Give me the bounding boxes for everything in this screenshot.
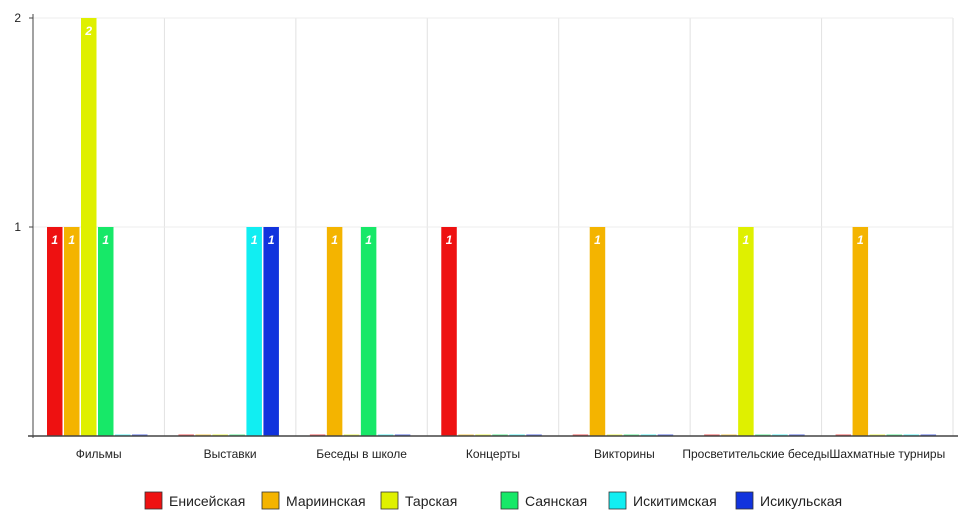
bar [360, 227, 377, 436]
y-tick-label: 2 [14, 11, 21, 25]
x-category-label: Просветительские беседы [682, 447, 829, 461]
x-category-label: Викторины [594, 447, 655, 461]
legend-swatch [380, 491, 399, 510]
data-label: 1 [446, 233, 453, 247]
legend-label: Мариинская [286, 493, 366, 509]
legend-label: Тарская [405, 493, 457, 509]
data-label: 2 [84, 24, 92, 38]
bar [81, 18, 97, 436]
legend-swatch [608, 491, 627, 510]
data-label: 1 [743, 233, 750, 247]
legend-label: Исикульская [760, 493, 842, 509]
x-category-label: Фильмы [76, 447, 122, 461]
x-category-label: Выставки [204, 447, 257, 461]
data-label: 1 [251, 233, 258, 247]
data-label: 1 [331, 233, 338, 247]
legend-swatch [144, 491, 163, 510]
legend-swatch [500, 491, 519, 510]
x-category-label: Беседы в школе [316, 447, 407, 461]
axes: 1 2 Фильмы Выставки Беседы в школе Концерты Ви… [14, 11, 958, 461]
bar [326, 227, 343, 436]
x-category-label: Шахматные турниры [829, 447, 945, 461]
bar [738, 227, 754, 436]
grid [33, 17, 954, 436]
bar [852, 227, 869, 436]
y-tick-label: 1 [14, 220, 21, 234]
data-label: 1 [268, 233, 275, 247]
data-label: 1 [365, 233, 372, 247]
bar [98, 227, 114, 436]
data-label: 1 [68, 233, 75, 247]
bars: 1 121 1 1 1 1 1 1 1 1 [47, 18, 937, 436]
data-label: 1 [594, 233, 601, 247]
bar [47, 227, 63, 436]
data-label: 1 [857, 233, 864, 247]
legend-label: Енисейская [169, 493, 245, 509]
data-label: 1 [51, 233, 58, 247]
bar [64, 227, 80, 436]
bar [441, 227, 457, 436]
bar [589, 227, 606, 436]
data-label: 1 [102, 233, 109, 247]
bar [246, 227, 262, 436]
legend-swatch [735, 491, 754, 510]
legend-label: Саянская [525, 493, 587, 509]
legend: Енисейская Мариинская Тарская Саянская Искит… [144, 491, 842, 510]
legend-swatch [261, 491, 280, 510]
x-category-label: Концерты [466, 447, 520, 461]
bar [263, 227, 279, 436]
legend-label: Искитимская [633, 493, 717, 509]
